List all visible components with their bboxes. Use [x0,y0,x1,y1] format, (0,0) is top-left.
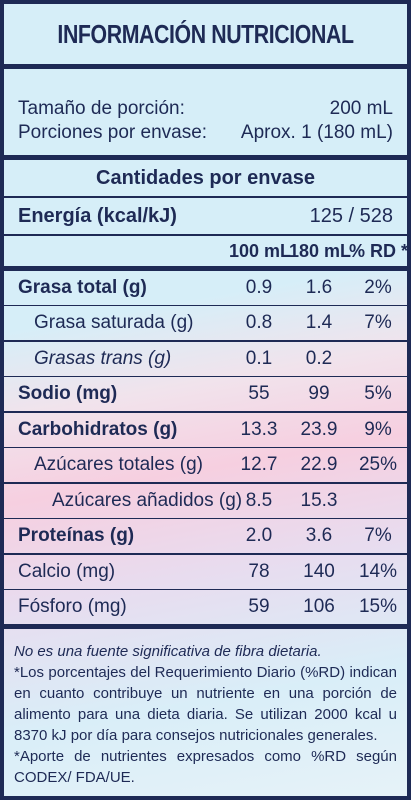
servings-per-container-label: Porciones por envase: [18,122,208,143]
servings-per-container-value: Aprox. 1 (180 mL) [240,122,393,143]
divider [4,588,407,590]
nutrient-row-calcium: Calcio (mg) 78 140 14% [4,555,407,589]
nutrient-value-100ml: 12.7 [240,454,278,475]
nutrient-row-protein: Proteínas (g) 2.0 3.6 7% [4,519,407,553]
nutrient-name: Carbohidratos (g) [18,418,178,440]
nutrient-value-180ml: 3.6 [305,525,333,546]
divider [4,553,407,555]
nutrient-value-rd: 5% [364,383,392,404]
nutrient-value-180ml: 1.4 [305,312,333,333]
nutrient-value-rd: 2% [364,276,392,298]
nutrient-value-180ml: 99 [308,383,330,404]
nutrient-row-total-fat: Grasa total (g) 0.9 1.6 2% [4,271,407,305]
nutrient-value-rd [349,484,407,518]
divider [4,375,407,377]
nutrient-value-100ml: 59 [248,596,270,617]
nutrient-value-180ml: 0.2 [305,347,333,369]
nutrient-value-rd: 15% [358,596,398,617]
nutrient-value-rd: 14% [358,560,398,582]
nutrient-value-180ml: 106 [303,596,335,617]
nutrient-value-100ml: 55 [248,383,270,404]
nutrient-row-saturated-fat: Grasa saturada (g) 0.8 1.4 7% [4,306,407,340]
divider-thick [4,265,407,271]
nutrient-row-trans-fat: Grasas trans (g) 0.1 0.2 [4,342,407,376]
nutrient-value-100ml: 0.9 [245,276,273,298]
serving-size-value: 200 mL [329,98,393,119]
divider-thick [4,624,407,629]
nutrient-name: Grasas trans (g) [34,347,172,369]
divider [4,482,407,484]
nutrient-value-180ml: 22.9 [300,454,338,475]
nutrient-value-100ml: 0.8 [245,312,273,333]
nutrient-value-100ml: 0.1 [245,347,273,369]
nutrient-value-180ml: 140 [303,560,335,582]
nutrient-name: Proteínas (g) [18,525,135,546]
nutrient-value-180ml: 15.3 [300,489,338,511]
column-headers: 100 mL 180 mL % RD * [4,236,407,266]
column-header-100ml: 100 mL [229,240,292,261]
energy-value: 125 / 528 [309,205,393,227]
label-title: INFORMACIÓN NUTRICIONAL [57,19,354,49]
divider-thick [4,155,407,160]
nutrient-name: Grasa saturada (g) [34,312,194,333]
fiber-note: No es una fuente significativa de fibra … [14,643,322,660]
nutrient-row-carbohydrates: Carbohidratos (g) 13.3 23.9 9% [4,413,407,447]
divider [4,340,407,342]
nutrient-value-rd: 7% [364,525,392,546]
nutrient-value-rd: 9% [364,418,392,440]
divider [4,304,407,306]
serving-info: Tamaño de porción: 200 mL Porciones por … [4,69,407,155]
codex-note: *Aporte de nutrientes expresados como %R… [14,748,397,786]
column-header-180ml: 180 mL [289,240,352,261]
nutrient-value-rd: 25% [358,454,398,475]
divider [4,196,407,198]
column-header-rd: % RD * [349,240,409,261]
energy-row: Energía (kcal/kJ) 125 / 528 [4,198,407,234]
nutrient-name: Calcio (mg) [18,560,116,582]
nutrient-name: Sodio (mg) [18,383,118,404]
nutrient-row-added-sugars: Azúcares añadidos (g) 8.5 15.3 [4,484,407,518]
nutrient-name: Azúcares añadidos (g) [52,489,243,511]
energy-label: Energía (kcal/kJ) [18,205,177,227]
amounts-header: Cantidades por envase [96,167,315,189]
nutrient-value-100ml: 8.5 [245,489,273,511]
nutrient-row-total-sugars: Azúcares totales (g) 12.7 22.9 25% [4,448,407,482]
divider [4,517,407,519]
nutrient-name: Fósforo (mg) [18,596,127,617]
nutrient-value-100ml: 2.0 [245,525,273,546]
column-header-blank [4,236,229,266]
nutrient-value-rd [349,342,407,376]
divider [4,446,407,448]
nutrient-name: Grasa total (g) [18,276,147,298]
serving-size-row: Tamaño de porción: 200 mL [18,97,393,121]
nutrient-value-180ml: 23.9 [300,418,338,440]
nutrient-name: Azúcares totales (g) [34,454,203,475]
rd-note: *Los porcentajes del Requerimiento Diari… [14,664,397,744]
nutrient-row-phosphorus: Fósforo (mg) 59 106 15% [4,590,407,624]
nutrient-value-100ml: 13.3 [240,418,278,440]
nutrient-value-100ml: 78 [248,560,270,582]
footnotes: No es una fuente significativa de fibra … [4,629,407,788]
serving-size-label: Tamaño de porción: [18,98,185,119]
servings-per-container-row: Porciones por envase: Aprox. 1 (180 mL) [18,121,393,145]
divider [4,234,407,236]
nutrient-row-sodium: Sodio (mg) 55 99 5% [4,377,407,411]
nutrient-value-180ml: 1.6 [305,276,333,298]
nutrient-value-rd: 7% [364,312,392,333]
divider-thick [4,64,407,69]
divider [4,411,407,413]
